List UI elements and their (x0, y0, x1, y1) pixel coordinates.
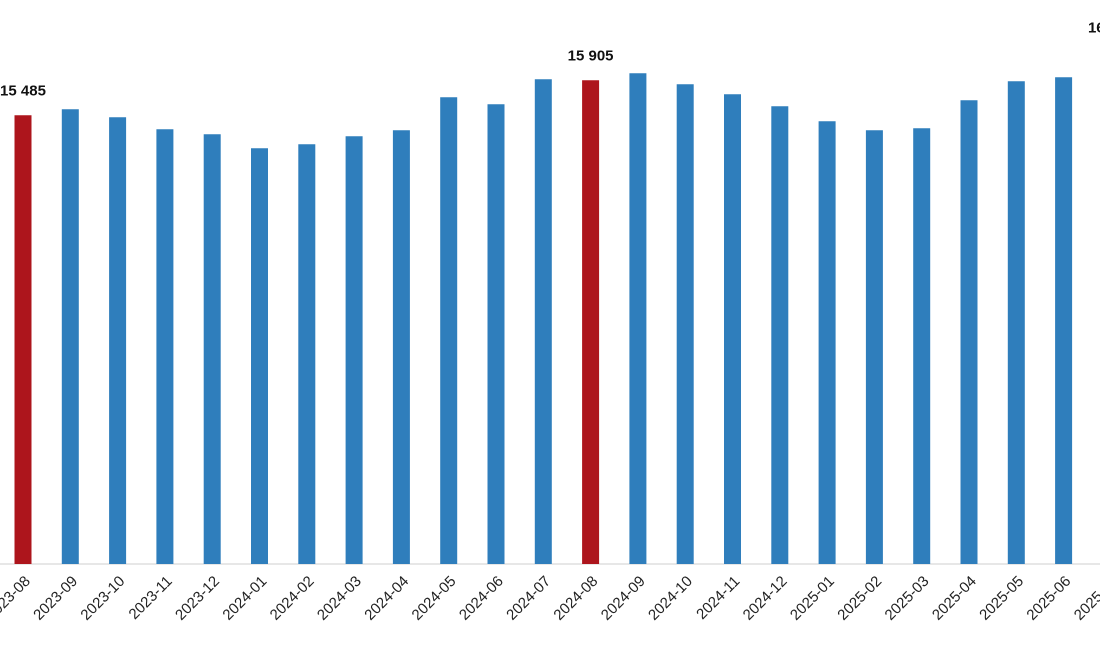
x-tick-label: 2025-05 (976, 573, 1027, 624)
x-tick-label: 2024-06 (456, 573, 507, 624)
bar (298, 144, 316, 564)
bar (487, 104, 505, 564)
x-tick-label: 2024-11 (693, 573, 743, 623)
bar (724, 94, 741, 564)
bar (156, 129, 174, 564)
bar (913, 128, 931, 564)
x-tick-label: 2024-04 (361, 573, 412, 624)
bar (771, 106, 789, 564)
bar (109, 117, 127, 564)
x-tick-label: 2025-07 (1071, 573, 1100, 624)
bar (534, 79, 552, 564)
x-tick-label: 2024-07 (503, 573, 554, 624)
x-tick-label: 2023-12 (172, 573, 223, 624)
x-tick-label: 2024-09 (598, 573, 649, 624)
x-tick-label: 2024-05 (409, 573, 460, 624)
bar (203, 134, 221, 564)
x-tick-label: 2023-08 (0, 573, 34, 624)
bar (865, 130, 883, 564)
bar (1007, 81, 1025, 564)
value-label: 15 905 (568, 47, 614, 64)
bar (676, 84, 694, 564)
x-tick-label: 2025-02 (834, 573, 885, 624)
x-tick-label: 2024-03 (314, 573, 365, 624)
x-tick-label: 2025-06 (1023, 573, 1074, 624)
bar (440, 97, 458, 564)
bar (629, 73, 647, 564)
x-tick-label: 2025-03 (882, 573, 933, 624)
x-tick-label: 2024-10 (645, 573, 696, 624)
x-tick-label: 2024-01 (219, 573, 270, 624)
x-tick-label: 2024-08 (550, 573, 601, 624)
bar (345, 136, 363, 564)
bar (61, 109, 79, 564)
value-label: 15 485 (0, 82, 46, 99)
bar (1055, 77, 1073, 564)
bar (392, 130, 410, 564)
x-tick-label: 2025-01 (787, 573, 838, 624)
x-tick-label: 2023-11 (126, 573, 176, 623)
x-tick-label: 2024-12 (740, 573, 791, 624)
bar (14, 115, 32, 564)
bar (251, 148, 268, 564)
x-tick-label: 2023-10 (77, 573, 128, 624)
x-tick-label: 2023-09 (30, 573, 81, 624)
x-tick-label: 2025-04 (929, 573, 980, 624)
bar (818, 121, 836, 564)
bar (582, 80, 600, 564)
bar (960, 100, 978, 564)
value-label: 16 241 (1088, 19, 1100, 36)
x-tick-label: 2024-02 (267, 573, 318, 624)
